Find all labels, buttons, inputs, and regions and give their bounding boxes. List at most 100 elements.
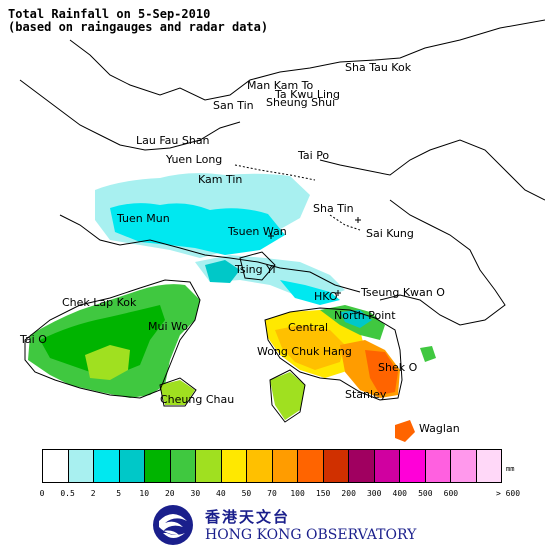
legend-tick-label: 100 [290,489,305,498]
coastline-tolo [319,139,545,201]
label-hko: HKO [314,290,338,303]
label-waglan: Waglan [419,422,460,435]
rain-region-teal-hko [280,280,340,305]
legend-unit: mm [506,465,515,473]
rain-region-green-lamma [270,372,305,420]
legend-swatch [323,450,349,482]
legend-tick-label: > 600 [495,489,521,498]
label-kam-tin: Kam Tin [198,173,242,186]
legend-swatch [68,450,94,482]
legend-swatch [476,450,501,482]
label-lau-fau-shan: Lau Fau Shan [136,134,210,147]
label-stanley: Stanley [345,388,387,401]
rain-region-green-cheungchau [160,380,195,405]
label-mui-wo: Mui Wo [148,320,188,333]
logo-english-name: HONG KONG OBSERVATORY [205,527,417,543]
legend-tick-label: 70 [267,489,277,498]
legend-tick-label: 0 [39,489,45,498]
legend-tick-label: 200 [341,489,356,498]
legend-color-bar [42,449,502,483]
coastline-new-territories [69,19,545,101]
label-sha-tau-kok: Sha Tau Kok [345,61,412,74]
rain-region-lime-lantau [85,345,130,380]
border-lines [234,164,361,231]
label-yuen-long: Yuen Long [165,153,222,166]
map-title: Total Rainfall on 5-Sep-2010 [8,7,211,21]
legend-tick-label: 10 [139,489,150,498]
station-marker-tsuen-wan [268,233,274,239]
label-north-point: North Point [334,309,396,322]
rain-region-orange-hkisland [275,325,345,370]
legend-swatch [272,450,298,482]
label-tai-o: Tai O [19,333,47,346]
legend-swatch [425,450,451,482]
legend-tick-label: 0.5 [60,489,75,498]
coastline-hk-island [264,307,403,401]
legend-tick-label: 40 [216,489,226,498]
rain-region-orange-waglan [395,420,415,442]
label-tuen-mun: Tuen Mun [116,212,170,225]
label-sai-kung: Sai Kung [366,227,414,240]
coastline-lantau [24,279,201,399]
rain-region-red-sheko [365,350,398,395]
coastline-cheung-chau [159,377,197,407]
rain-region-teal-tsingyi [205,260,240,283]
legend-swatch [221,450,247,482]
coastline-deep-bay [19,79,241,151]
label-tai-po: Tai Po [297,149,329,162]
legend-tick-label: 20 [164,489,175,498]
coastline-lamma [269,369,306,423]
label-cheung-chau: Cheung Chau [160,393,234,406]
legend-swatch [145,450,171,482]
rainfall-fill-layer [28,173,436,442]
legend-swatch [451,450,477,482]
legend-tick-label: 30 [190,489,201,498]
station-markers [268,217,361,296]
legend-swatch [400,450,426,482]
rainfall-map: Sha Tau Kok Man Kam To Ta Kwu Ling San T… [19,19,545,442]
label-wong-chuk-hang: Wong Chuk Hang [257,345,352,358]
legend-tick-label: 600 [443,489,459,498]
rain-region-green-tungling [420,346,436,362]
legend-swatch [349,450,375,482]
coastline-layer [19,19,545,423]
coastline-tuen-mun [59,214,361,293]
legend-swatch [374,450,400,482]
logo-chinese-name: 香港天文台 [205,508,291,526]
legend-tick-label: 300 [366,489,382,498]
legend-tick-label: 50 [241,489,252,498]
legend-tick-label: 5 [116,489,122,498]
coastline-sai-kung [379,199,506,326]
legend-tick-label: 400 [392,489,407,498]
hko-logo: 香港天文台 HONG KONG OBSERVATORY [145,503,416,547]
rain-region-darkgreen-lantau [40,305,165,375]
label-san-tin: San Tin [213,99,254,112]
legend-tick-label: 500 [418,489,433,498]
label-ta-kwu-ling: Ta Kwu Ling [274,88,340,101]
coastline-tsing-yi [239,251,276,281]
label-sheung-shui: Sheung Shui [266,96,335,109]
legend-tick-label: 2 [90,489,96,498]
legend-swatch [247,450,273,482]
label-chek-lap-kok: Chek Lap Kok [62,296,137,309]
legend-swatch [298,450,324,482]
station-marker-sha-tin [355,217,361,223]
legend-swatch [170,450,196,482]
station-marker-hko [335,290,341,296]
legend-tick-label: 150 [315,489,331,498]
label-man-kam-to: Man Kam To [247,79,314,92]
legend-swatch [94,450,120,482]
label-central: Central [288,321,328,334]
label-tsing-yi: Tsing Yi [234,263,276,276]
hko-emblem-icon [153,505,193,545]
label-shek-o: Shek O [378,361,418,374]
label-sha-tin: Sha Tin [313,202,354,215]
label-tsuen-wan: Tsuen Wan [227,225,287,238]
legend-swatch [196,450,222,482]
rain-region-cyan-tuenmun [110,203,285,255]
map-subtitle: (based on raingauges and radar data) [8,20,269,34]
legend-swatch [43,450,69,482]
legend-swatch [119,450,145,482]
place-labels: Sha Tau Kok Man Kam To Ta Kwu Ling San T… [19,61,460,435]
